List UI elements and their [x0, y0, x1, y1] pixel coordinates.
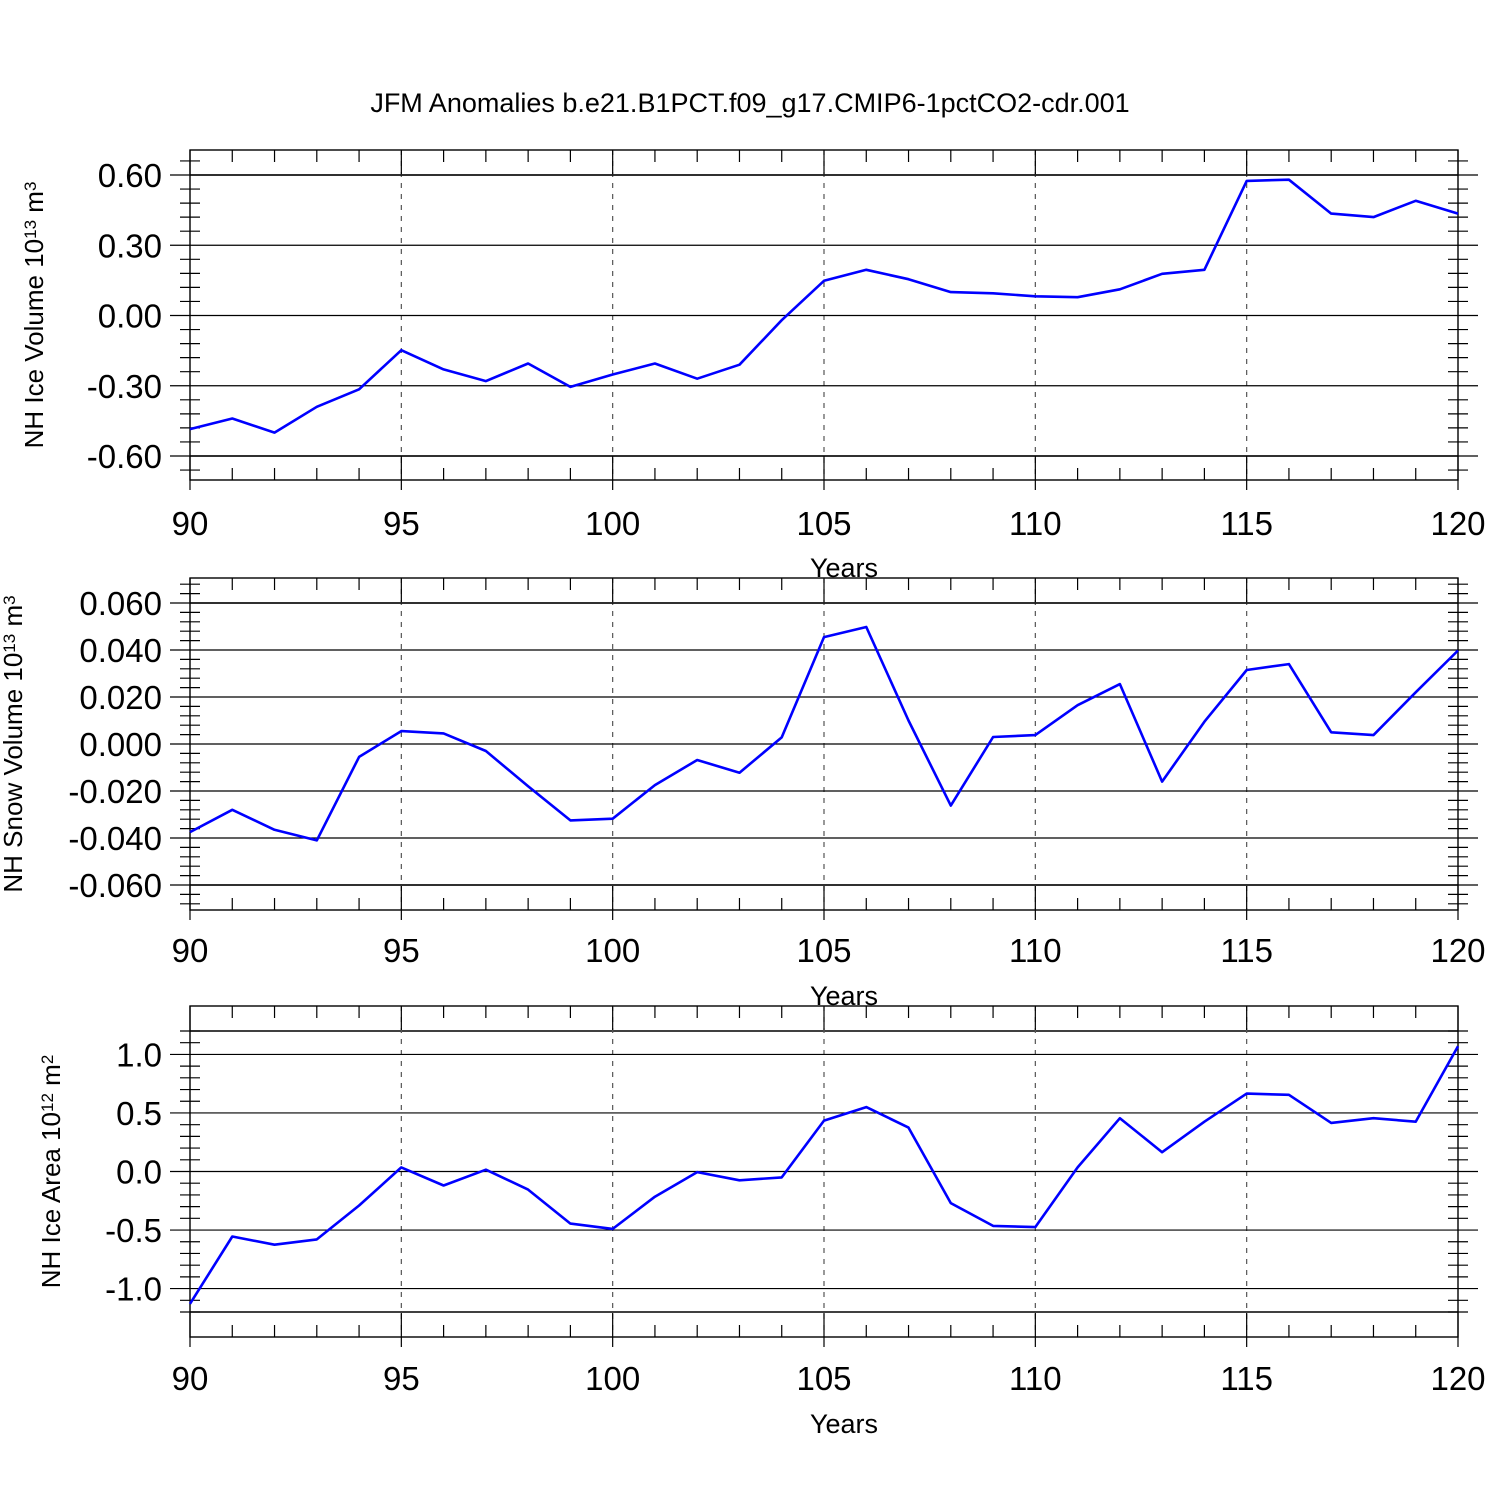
y-label-text: NH Ice Area 10: [36, 1112, 66, 1288]
x-tick-label: 90: [172, 932, 209, 969]
x-tick-label: 120: [1430, 932, 1485, 969]
x-tick-label: 90: [172, 1360, 209, 1397]
x-tick-label: 115: [1220, 932, 1273, 969]
x-tick-label: 115: [1220, 1360, 1273, 1397]
x-tick-label: 115: [1220, 505, 1273, 542]
y-tick-label: 0.060: [79, 585, 162, 622]
x-tick-label: 100: [585, 505, 640, 542]
y-label-superscript: 12: [38, 1093, 57, 1112]
y-tick-label: -0.020: [68, 773, 162, 810]
y-label-text: m: [19, 191, 49, 220]
y-label-text: NH Snow Volume 10: [0, 653, 28, 893]
x-tick-label: 95: [383, 505, 420, 542]
y-tick-label: -0.60: [87, 438, 162, 475]
panel-1: 90 95 100 105 110 115 120 0.60 0.30 0.00 -0.30 -0.6…: [19, 149, 1486, 583]
y-label-text: NH Ice Volume 10: [19, 239, 49, 449]
y-tick-label: 0.5: [116, 1095, 162, 1132]
x-tick-label: 120: [1430, 505, 1485, 542]
y-tick-label: -0.30: [87, 368, 162, 405]
x-tick-label: 95: [383, 1360, 420, 1397]
y-axis-label: NH Ice Area 1012 m2: [36, 1055, 66, 1289]
x-tick-label: 105: [796, 932, 851, 969]
y-tick-label: -1.0: [105, 1271, 162, 1308]
y-label-superscript: 3: [21, 182, 40, 191]
x-tick-label: 110: [1009, 1360, 1062, 1397]
x-tick-label: 100: [585, 1360, 640, 1397]
y-tick-label: -0.060: [68, 867, 162, 904]
y-label-text: m: [36, 1064, 66, 1093]
y-tick-label: -0.040: [68, 820, 162, 857]
x-tick-label: 120: [1430, 1360, 1485, 1397]
y-tick-label: 0.00: [98, 298, 162, 335]
x-tick-label: 100: [585, 932, 640, 969]
x-tick-label: 105: [796, 1360, 851, 1397]
x-tick-label: 110: [1009, 932, 1062, 969]
y-tick-label: 0.000: [79, 726, 162, 763]
y-tick-label: 0.0: [116, 1154, 162, 1191]
y-label-superscript: 13: [21, 220, 40, 239]
panel-3: 90 95 100 105 110 115 120 1.0 0.5 0.0 -0.5 -1.0 Year…: [36, 1005, 1486, 1439]
y-tick-label: 1.0: [116, 1036, 162, 1073]
y-axis-label: NH Snow Volume 1013 m3: [0, 595, 28, 892]
y-tick-label: 0.60: [98, 157, 162, 194]
x-tick-label: 105: [796, 505, 851, 542]
y-axis-label: NH Ice Volume 1013 m3: [19, 182, 49, 449]
y-label-superscript: 3: [0, 595, 19, 604]
series-line: [189, 178, 1459, 434]
series-line: [189, 625, 1459, 842]
x-tick-label: 110: [1009, 505, 1062, 542]
panel-2: 90 95 100 105 110 115 120 0.060 0.040 0.020 0.000 -…: [0, 577, 1486, 1011]
x-tick-label: 95: [383, 932, 420, 969]
chart-title: JFM Anomalies b.e21.B1PCT.f09_g17.CMIP6-…: [370, 88, 1129, 118]
y-label-superscript: 13: [0, 634, 19, 653]
x-axis-label: Years: [810, 1409, 878, 1439]
y-tick-label: 0.040: [79, 632, 162, 669]
series-line: [188, 1045, 1460, 1305]
y-tick-label: 0.30: [98, 227, 162, 264]
y-tick-label: 0.020: [79, 679, 162, 716]
y-label-superscript: 2: [38, 1055, 57, 1064]
y-tick-label: -0.5: [105, 1212, 162, 1249]
x-tick-label: 90: [172, 505, 209, 542]
y-label-text: m: [0, 605, 28, 634]
